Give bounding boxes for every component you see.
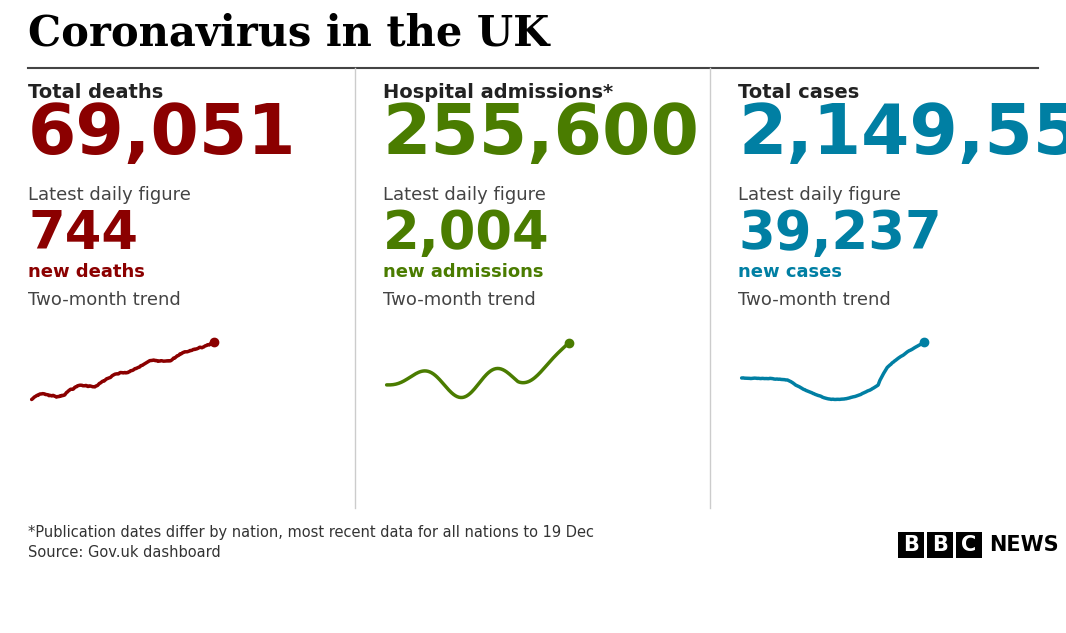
FancyBboxPatch shape — [898, 532, 924, 558]
Text: new deaths: new deaths — [28, 263, 145, 281]
Text: Total cases: Total cases — [738, 83, 859, 102]
Text: Total deaths: Total deaths — [28, 83, 163, 102]
Text: Two-month trend: Two-month trend — [383, 291, 536, 309]
Text: 39,237: 39,237 — [738, 208, 941, 260]
Text: 2,004: 2,004 — [383, 208, 550, 260]
Text: Latest daily figure: Latest daily figure — [738, 186, 901, 204]
Text: 69,051: 69,051 — [28, 101, 296, 168]
Text: 744: 744 — [28, 208, 138, 260]
Text: Latest daily figure: Latest daily figure — [383, 186, 546, 204]
Text: B: B — [932, 535, 948, 555]
FancyBboxPatch shape — [927, 532, 953, 558]
Text: 255,600: 255,600 — [383, 101, 700, 168]
Text: Hospital admissions*: Hospital admissions* — [383, 83, 613, 102]
Text: *Publication dates differ by nation, most recent data for all nations to 19 Dec: *Publication dates differ by nation, mos… — [28, 525, 594, 540]
Text: B: B — [903, 535, 919, 555]
Text: 2,149,551: 2,149,551 — [738, 101, 1066, 168]
FancyBboxPatch shape — [956, 532, 982, 558]
Text: Two-month trend: Two-month trend — [28, 291, 181, 309]
Text: Latest daily figure: Latest daily figure — [28, 186, 191, 204]
Text: Source: Gov.uk dashboard: Source: Gov.uk dashboard — [28, 545, 221, 560]
Text: new cases: new cases — [738, 263, 842, 281]
Text: Two-month trend: Two-month trend — [738, 291, 891, 309]
Text: Coronavirus in the UK: Coronavirus in the UK — [28, 13, 549, 55]
Text: C: C — [962, 535, 976, 555]
Text: NEWS: NEWS — [989, 535, 1059, 555]
Text: new admissions: new admissions — [383, 263, 544, 281]
